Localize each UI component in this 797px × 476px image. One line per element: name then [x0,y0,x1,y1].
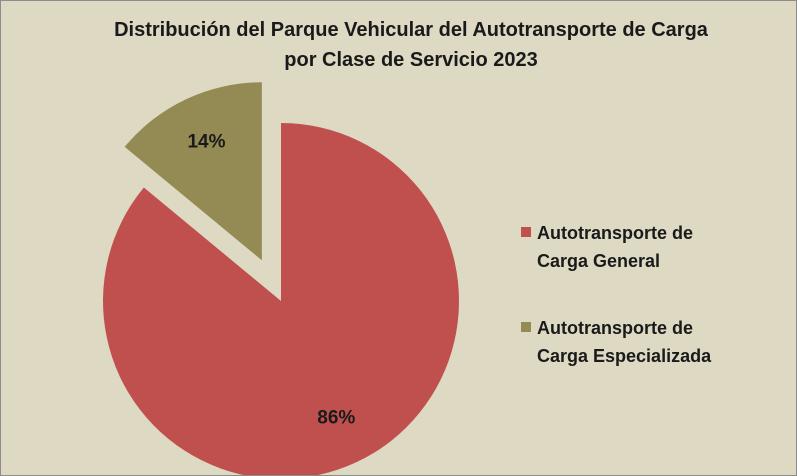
legend-item: Autotransporte de Carga Especializada [521,314,747,370]
legend-label: Autotransporte de Carga General [537,223,694,271]
pie-slice [103,123,459,475]
pie-slice [124,82,262,261]
legend-swatch [521,322,531,332]
legend-swatch [521,227,531,237]
legend-item: Autotransporte de Carga General [521,219,747,275]
chart-title: Distribución del Parque Vehicular del Au… [114,19,708,71]
data-label: 86% [317,408,355,429]
data-label: 14% [187,132,225,153]
legend-label: Autotransporte de Carga Especializada [537,318,712,366]
